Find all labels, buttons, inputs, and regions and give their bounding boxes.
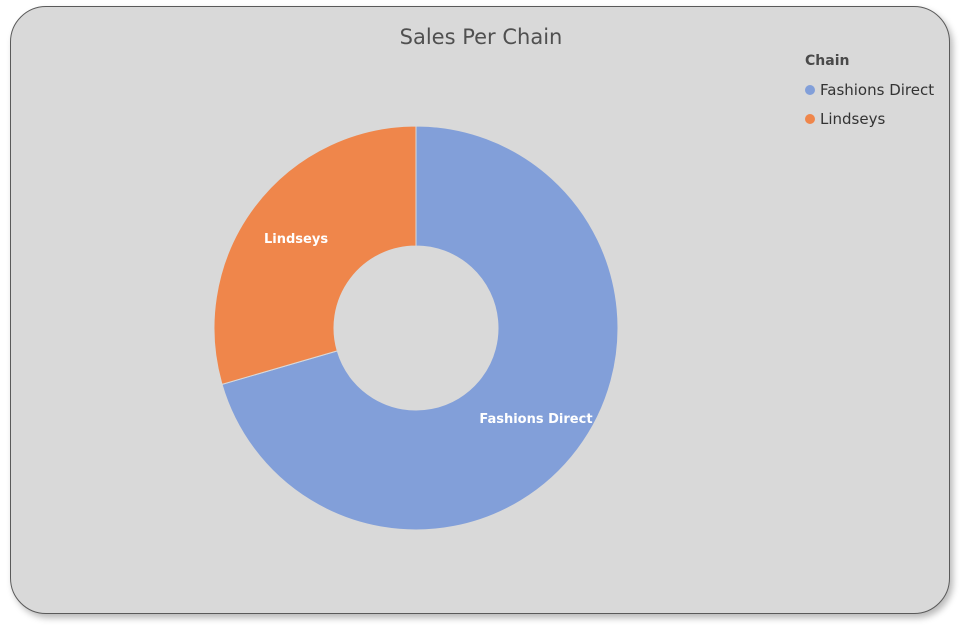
legend-item-lindseys[interactable]: Lindseys xyxy=(805,104,934,133)
slice-label-lindseys: Lindseys xyxy=(264,232,328,247)
slice-fashions-direct[interactable] xyxy=(221,125,619,531)
legend-swatch-lindseys xyxy=(805,113,815,124)
legend-title: Chain xyxy=(805,53,850,69)
chart-title: Sales Per Chain xyxy=(399,25,563,49)
legend-label-lindseys: Lindseys xyxy=(820,109,886,128)
chart-card: Sales Per Chain Fashions Direct Lindseys … xyxy=(10,6,950,614)
legend: Chain Fashions Direct Lindseys xyxy=(805,53,934,133)
legend-label-fashions-direct: Fashions Direct xyxy=(820,80,935,99)
legend-item-fashions-direct[interactable]: Fashions Direct xyxy=(805,75,934,104)
donut-chart: Fashions Direct Lindseys xyxy=(213,125,619,531)
slice-label-fashions-direct: Fashions Direct xyxy=(479,412,592,427)
slice-lindseys[interactable] xyxy=(213,125,417,385)
legend-swatch-fashions-direct xyxy=(805,84,815,95)
